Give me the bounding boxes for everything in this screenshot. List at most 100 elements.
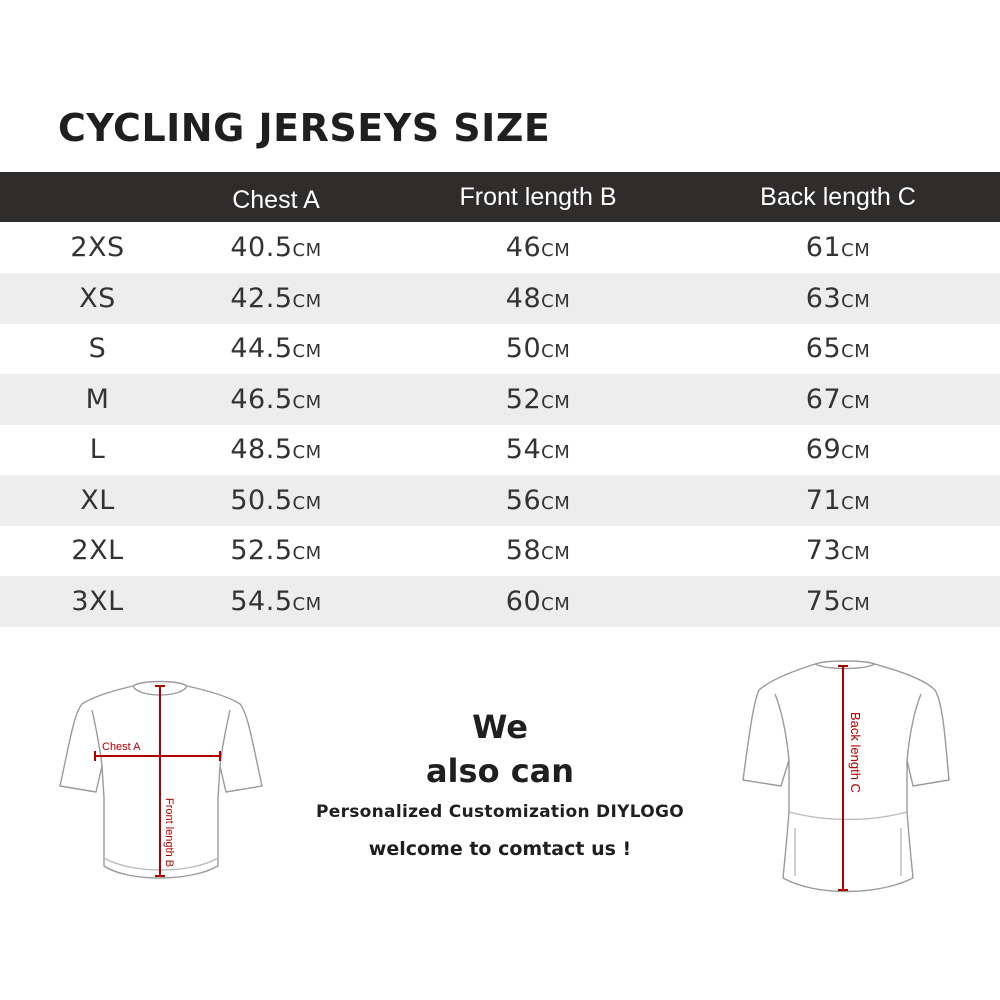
column-header-back-length: Back length C — [760, 183, 916, 211]
unit-label: CM — [841, 240, 871, 261]
front-length-cell: 54CM — [458, 424, 618, 475]
back-length-cell: 67CM — [758, 374, 918, 425]
chest-cell: 50.5CM — [196, 475, 356, 526]
unit-label: CM — [292, 543, 322, 564]
unit-label: CM — [541, 341, 571, 362]
chest-cell-value: 44.5 — [230, 333, 293, 364]
chest-cell: 40.5CM — [196, 222, 356, 273]
size-cell-value: XL — [80, 484, 115, 516]
chest-cell: 44.5CM — [196, 323, 356, 374]
unit-label: CM — [841, 290, 871, 312]
front-length-cell-value: 56 — [505, 484, 542, 516]
chest-cell-value: 50.5 — [230, 484, 293, 516]
column-header-size — [40, 172, 155, 222]
unit-label: CM — [541, 543, 571, 564]
unit-label: CM — [841, 492, 871, 514]
table-header: Chest A Front length B Back length C — [0, 172, 1000, 222]
chest-cell-value: 46.5 — [230, 383, 293, 415]
chest-cell-value: 54.5 — [230, 585, 293, 617]
table-row: S 44.5CM 50CM 65CM — [0, 323, 1000, 374]
table-row: XL 50.5CM 56CM 71CM — [0, 474, 1000, 526]
front-length-cell-value: 48 — [505, 282, 542, 314]
back-length-cell-value: 67 — [805, 383, 842, 415]
size-cell-value: L — [89, 434, 106, 465]
unit-label: CM — [541, 593, 571, 615]
size-cell: 2XL — [40, 525, 155, 576]
back-length-cell: 75CM — [758, 576, 918, 627]
unit-label: CM — [541, 391, 571, 413]
unit-label: CM — [541, 492, 571, 514]
unit-label: CM — [292, 341, 322, 362]
back-length-cell-value: 73 — [805, 535, 842, 566]
chest-cell: 54.5CM — [196, 576, 356, 627]
chest-cell-value: 40.5 — [230, 232, 293, 263]
front-length-cell-value: 60 — [505, 585, 542, 617]
chest-cell: 46.5CM — [196, 374, 356, 425]
table-row: 2XL 52.5CM 58CM 73CM — [0, 525, 1000, 576]
size-cell: XS — [40, 273, 155, 324]
back-jersey-outline — [742, 660, 950, 893]
front-length-cell: 52CM — [458, 374, 618, 425]
front-length-cell-value: 58 — [505, 535, 542, 566]
back-length-cell: 61CM — [758, 222, 918, 273]
back-length-cell-value: 69 — [805, 434, 842, 465]
size-cell-value: S — [88, 333, 107, 364]
unit-label: CM — [292, 290, 322, 312]
unit-label: CM — [841, 391, 871, 413]
table-row: M 46.5CM 52CM 67CM — [0, 373, 1000, 425]
back-length-cell: 69CM — [758, 424, 918, 475]
table-row: 2XS 40.5CM 46CM 61CM — [0, 222, 1000, 273]
table-row: 3XL 54.5CM 60CM 75CM — [0, 575, 1000, 627]
size-cell-value: XS — [79, 282, 116, 314]
back-length-cell-value: 71 — [805, 484, 842, 516]
back-length-cell: 65CM — [758, 323, 918, 374]
unit-label: CM — [292, 492, 322, 514]
chest-cell-value: 42.5 — [230, 282, 293, 314]
front-length-cell: 48CM — [458, 273, 618, 324]
front-length-cell-value: 46 — [505, 232, 542, 263]
unit-label: CM — [292, 391, 322, 413]
size-cell: M — [40, 374, 155, 425]
chest-cell-value: 52.5 — [230, 535, 293, 566]
promo-line-3: Personalized Customization DIYLOGO — [315, 802, 684, 822]
size-cell: L — [40, 424, 155, 475]
unit-label: CM — [541, 442, 571, 463]
column-header-chest: Chest A — [232, 186, 320, 214]
front-jersey-diagram: Chest A Front length B — [59, 680, 263, 879]
size-cell-value: M — [85, 383, 110, 415]
front-length-cell: 46CM — [458, 222, 618, 273]
size-cell-value: 2XS — [70, 232, 125, 263]
front-length-cell-value: 50 — [505, 333, 542, 364]
size-cell: S — [40, 323, 155, 374]
back-length-cell-value: 75 — [805, 585, 842, 617]
back-length-cell-value: 61 — [805, 232, 842, 263]
table-row: XS 42.5CM 48CM 63CM — [0, 272, 1000, 324]
back-length-cell: 63CM — [758, 273, 918, 324]
unit-label: CM — [292, 442, 322, 463]
unit-label: CM — [841, 543, 871, 564]
unit-label: CM — [541, 240, 571, 261]
size-cell: 3XL — [40, 576, 155, 627]
promo-line-4: welcome to comtact us ! — [368, 838, 632, 860]
front-length-cell: 56CM — [458, 475, 618, 526]
chest-cell: 48.5CM — [196, 424, 356, 475]
back-jersey-diagram: Back length C — [742, 660, 950, 893]
chest-cell: 52.5CM — [196, 525, 356, 576]
back-length-cell-value: 63 — [805, 282, 842, 314]
size-cell: XL — [40, 475, 155, 526]
table-row: L 48.5CM 54CM 69CM — [0, 424, 1000, 475]
unit-label: CM — [841, 341, 871, 362]
promo-line-2: also can — [425, 752, 575, 790]
promo-line-1: We — [472, 708, 528, 746]
front-jersey-outline — [59, 680, 263, 879]
back-length-cell: 73CM — [758, 525, 918, 576]
page-title: CYCLING JERSEYS SIZE — [58, 106, 551, 150]
back-length-cell: 71CM — [758, 475, 918, 526]
unit-label: CM — [292, 593, 322, 615]
size-cell: 2XS — [40, 222, 155, 273]
unit-label: CM — [541, 290, 571, 312]
front-length-cell: 58CM — [458, 525, 618, 576]
front-length-label: Front length B — [163, 798, 175, 867]
size-cell-value: 2XL — [71, 535, 124, 566]
chest-cell: 42.5CM — [196, 273, 356, 324]
